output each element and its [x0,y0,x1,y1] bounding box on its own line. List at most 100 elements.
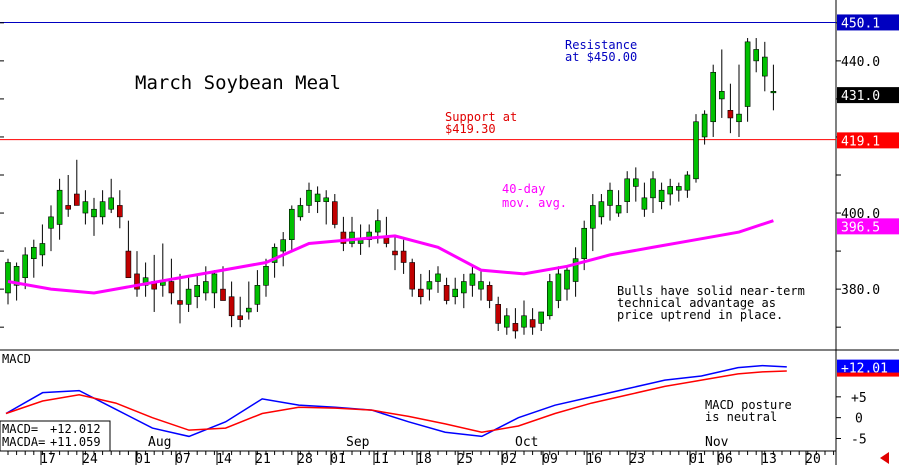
candle-body [718,91,725,100]
macd-value-tag [837,359,899,376]
x-axis-month-labels: Aug Sep Oct Nov [148,435,729,450]
support-price-tag [837,132,899,149]
bulls-annotation-line3: price uptrend in place. [617,308,783,322]
candle-body [435,273,441,282]
candle-body [770,91,777,94]
candle-body [349,231,355,244]
x-month-label: Nov [705,435,729,450]
candle-body [82,201,89,214]
candle-body [168,281,175,294]
candle-body [701,113,708,138]
candle-body [65,205,71,210]
x-day-label: 06 [717,452,733,465]
candle-body [203,281,209,294]
candle-body [220,288,226,301]
candle-body [13,266,20,286]
candle-body [503,315,510,328]
candle-body [632,178,639,187]
x-day-label: 28 [297,452,313,465]
candle-body [125,250,132,279]
macd-tick-label-minus5: -5 [851,433,867,448]
candle-body [48,216,54,229]
ma-price-tag [837,218,899,235]
x-day-label: 24 [82,452,98,465]
resistance-price-tag [837,14,899,31]
candle-body [658,189,665,202]
x-day-label: 23 [629,452,645,465]
macd-line [5,364,787,438]
candle-body [392,250,398,256]
candle-body [374,220,381,233]
candle-body [177,300,183,305]
macda-value-tag [837,372,899,377]
candle-body [641,197,648,210]
candle-body [340,231,347,244]
x-day-label: 07 [175,452,191,465]
x-axis-ticks [7,451,835,465]
macd-tick-label-zero: 0 [855,412,863,427]
candle-body [237,315,243,320]
candle-body [39,243,46,256]
candle-body [99,201,106,218]
candle-body [581,227,588,259]
macda-value: +11.059 [50,435,101,449]
candle-body [426,281,433,290]
candle-body [108,197,114,210]
candle-body [736,113,742,123]
candle-body [607,189,613,206]
scroll-left-arrow-icon[interactable] [880,452,889,464]
x-day-label: 02 [501,452,517,465]
x-month-label: Sep [346,435,370,450]
macd-value-tag-text: +12.01 [841,362,888,377]
candle-body [297,205,304,218]
candlestick-series [5,38,777,339]
candle-body [194,285,200,298]
candle-body [589,205,596,229]
x-day-label: 09 [542,452,558,465]
candle-body [409,262,416,290]
candle-body [478,281,484,290]
candle-body [117,205,123,218]
candle-body [228,296,235,317]
candle-body [211,273,218,294]
candle-body [675,186,682,191]
macd-value-label: MACD= [2,422,38,436]
candle-body [288,208,295,240]
candle-body [271,246,278,263]
candle-body [263,266,269,286]
candle-body [185,288,192,305]
macda-value-label: MACDA= [2,435,45,449]
candle-body [727,110,734,119]
candle-body [417,288,424,298]
candle-body [306,189,312,206]
macd-posture-line2: is neutral [705,410,777,424]
candle-body [546,281,553,317]
resistance-annotation-line2: at $450.00 [565,50,637,64]
price-tick-label-380: 380.0 [841,283,880,298]
candle-body [314,193,321,202]
candle-body [246,307,252,313]
support-annotation-line1: Support at [445,110,517,124]
candle-body [486,285,493,301]
candle-body [744,41,751,107]
macda-line [5,370,787,434]
candle-body [615,205,622,214]
ma-annotation-line2: mov. avg. [502,196,567,210]
candle-body [512,323,519,332]
macd-posture-line1: MACD posture [705,398,792,412]
candle-body [538,311,545,324]
x-day-label: 01 [330,452,346,465]
candle-body [684,174,691,191]
last-price-tag [837,87,899,104]
candle-body [555,273,562,301]
resistance-price-tag-text: 450.1 [841,16,880,31]
x-month-label: Aug [148,435,171,450]
x-day-label: 14 [216,452,232,465]
candle-body [667,186,674,195]
bulls-annotation-line1: Bulls have solid near-term [617,284,805,298]
price-tick-label-440: 440.0 [841,55,880,70]
candle-body [521,315,527,328]
candle-body [693,121,699,180]
